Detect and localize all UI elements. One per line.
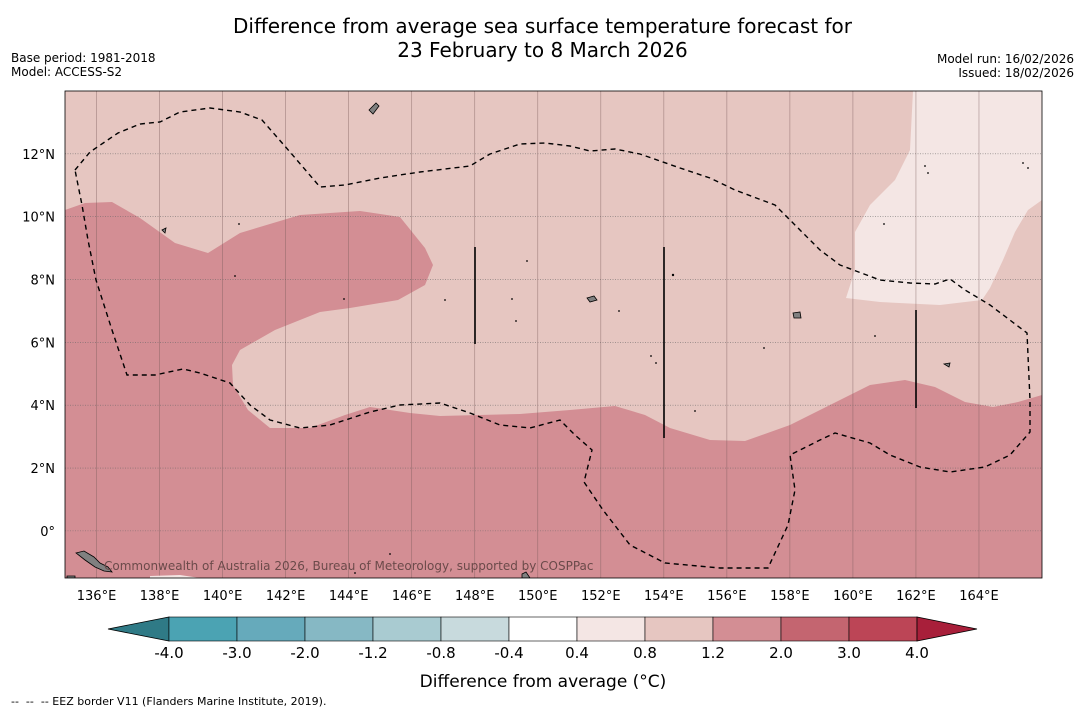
- island-palau-north: [161, 227, 167, 234]
- island-guam: [368, 102, 380, 115]
- lon-label: 160°E: [833, 589, 873, 604]
- model-run: Model run: 16/02/2026: [936, 52, 1074, 66]
- lon-label: 142°E: [266, 589, 306, 604]
- lon-label: 158°E: [770, 589, 810, 604]
- map-frame: [64, 90, 1043, 579]
- colorbar-title: Difference from average (°C): [420, 672, 667, 692]
- island-pohnpei: [792, 311, 802, 319]
- colorbar-segment: [644, 616, 714, 642]
- colorbar-tick-label: 4.0: [905, 644, 929, 662]
- colorbar-tick-label: -4.0: [154, 644, 183, 662]
- colorbar-segment: [576, 616, 646, 642]
- colorbar-tick-label: 2.0: [769, 644, 793, 662]
- colorbar-segment: [168, 616, 238, 642]
- lat-label: 2°N: [31, 462, 56, 477]
- lat-label: 8°N: [31, 274, 56, 289]
- model-name: Model: ACCESS-S2: [11, 65, 123, 79]
- lon-label: 150°E: [518, 589, 558, 604]
- colorbar-segment: [372, 616, 442, 642]
- longitude-gridlines: [96, 91, 980, 578]
- anomaly-field-1.2-2.0: [65, 202, 1042, 578]
- colorbar-segment: [508, 616, 578, 642]
- issued-date: Issued: 18/02/2026: [958, 66, 1074, 80]
- colorbar-segment: [848, 616, 918, 642]
- lon-label: 148°E: [455, 589, 495, 604]
- lon-label: 152°E: [581, 589, 621, 604]
- lon-label: 136°E: [77, 589, 117, 604]
- lon-label: 140°E: [203, 589, 243, 604]
- lat-label: 0°: [40, 525, 55, 540]
- colorbar-tick-label: -3.0: [222, 644, 251, 662]
- islands: [66, 102, 951, 578]
- latitude-labels: 12°N 10°N 8°N 6°N 4°N 2°N 0°: [22, 148, 55, 540]
- colorbar-labels: -4.0 -3.0 -2.0 -1.2 -0.8 -0.4 0.4 0.8 1.2 2.0 3.0 4…: [154, 644, 929, 662]
- title-line-1: Difference from average sea surface temp…: [232, 14, 852, 38]
- title-line-2: 23 February to 8 March 2026: [397, 38, 688, 62]
- eez-border-line: [74, 107, 1031, 569]
- gridlines: [65, 153, 1042, 532]
- colorbar-segment: [304, 616, 374, 642]
- lon-label: 138°E: [140, 589, 180, 604]
- base-period: Base period: 1981-2018: [11, 51, 156, 65]
- eez-borders: [74, 107, 1031, 569]
- map-title: Difference from average sea surface temp…: [0, 14, 1085, 62]
- island-new-guinea-coast: [75, 550, 113, 573]
- colorbar-segment: [236, 616, 306, 642]
- lat-label: 12°N: [22, 148, 55, 163]
- lat-label: 4°N: [31, 399, 56, 414]
- colorbar-segment: [712, 616, 782, 642]
- lon-label: 162°E: [896, 589, 936, 604]
- colorbar-tick-label: -0.8: [426, 644, 455, 662]
- colorbar-tick-label: 3.0: [837, 644, 861, 662]
- colorbar-segment: [780, 616, 850, 642]
- forecast-box-lines: [474, 247, 917, 438]
- colorbar-tick-label: 0.4: [565, 644, 589, 662]
- lon-label: 146°E: [392, 589, 432, 604]
- longitude-labels: 136°E 138°E 140°E 142°E 144°E 146°E 148°E 150°E…: [77, 589, 999, 604]
- anomaly-field-0.4-0.8: [846, 91, 1042, 305]
- meta-right: Model run: 16/02/2026 Issued: 18/02/2026: [937, 52, 1074, 80]
- lat-label: 6°N: [31, 336, 56, 351]
- lon-label: 156°E: [707, 589, 747, 604]
- colorbar: [107, 616, 978, 642]
- colorbar-tick-label: -0.4: [494, 644, 523, 662]
- lon-label: 154°E: [644, 589, 684, 604]
- colorbar-tick-label: -1.2: [358, 644, 387, 662]
- colorbar-under-arrow: [107, 616, 170, 642]
- lon-label: 164°E: [959, 589, 999, 604]
- island-sw: [66, 575, 76, 578]
- lat-label: 10°N: [22, 211, 55, 226]
- pale-patch-south: [150, 575, 200, 578]
- atoll-dots: [234, 162, 1029, 574]
- lon-label: 144°E: [329, 589, 369, 604]
- island-chuuk: [586, 295, 598, 303]
- colorbar-tick-label: 0.8: [633, 644, 657, 662]
- copyright-text: Commonwealth of Australia 2026, Bureau o…: [104, 559, 594, 573]
- island-kosrae: [942, 362, 951, 368]
- colorbar-segment: [440, 616, 510, 642]
- eez-legend-footer: -- -- -- EEZ border V11 (Flanders Marine…: [11, 695, 327, 708]
- colorbar-over-arrow: [916, 616, 978, 642]
- colorbar-tick-label: -2.0: [290, 644, 319, 662]
- island-south: [521, 571, 531, 578]
- meta-left: Base period: 1981-2018 Model: ACCESS-S2: [11, 51, 156, 79]
- colorbar-tick-label: 1.2: [701, 644, 725, 662]
- map-plot-area: Commonwealth of Australia 2026, Bureau o…: [65, 91, 1042, 578]
